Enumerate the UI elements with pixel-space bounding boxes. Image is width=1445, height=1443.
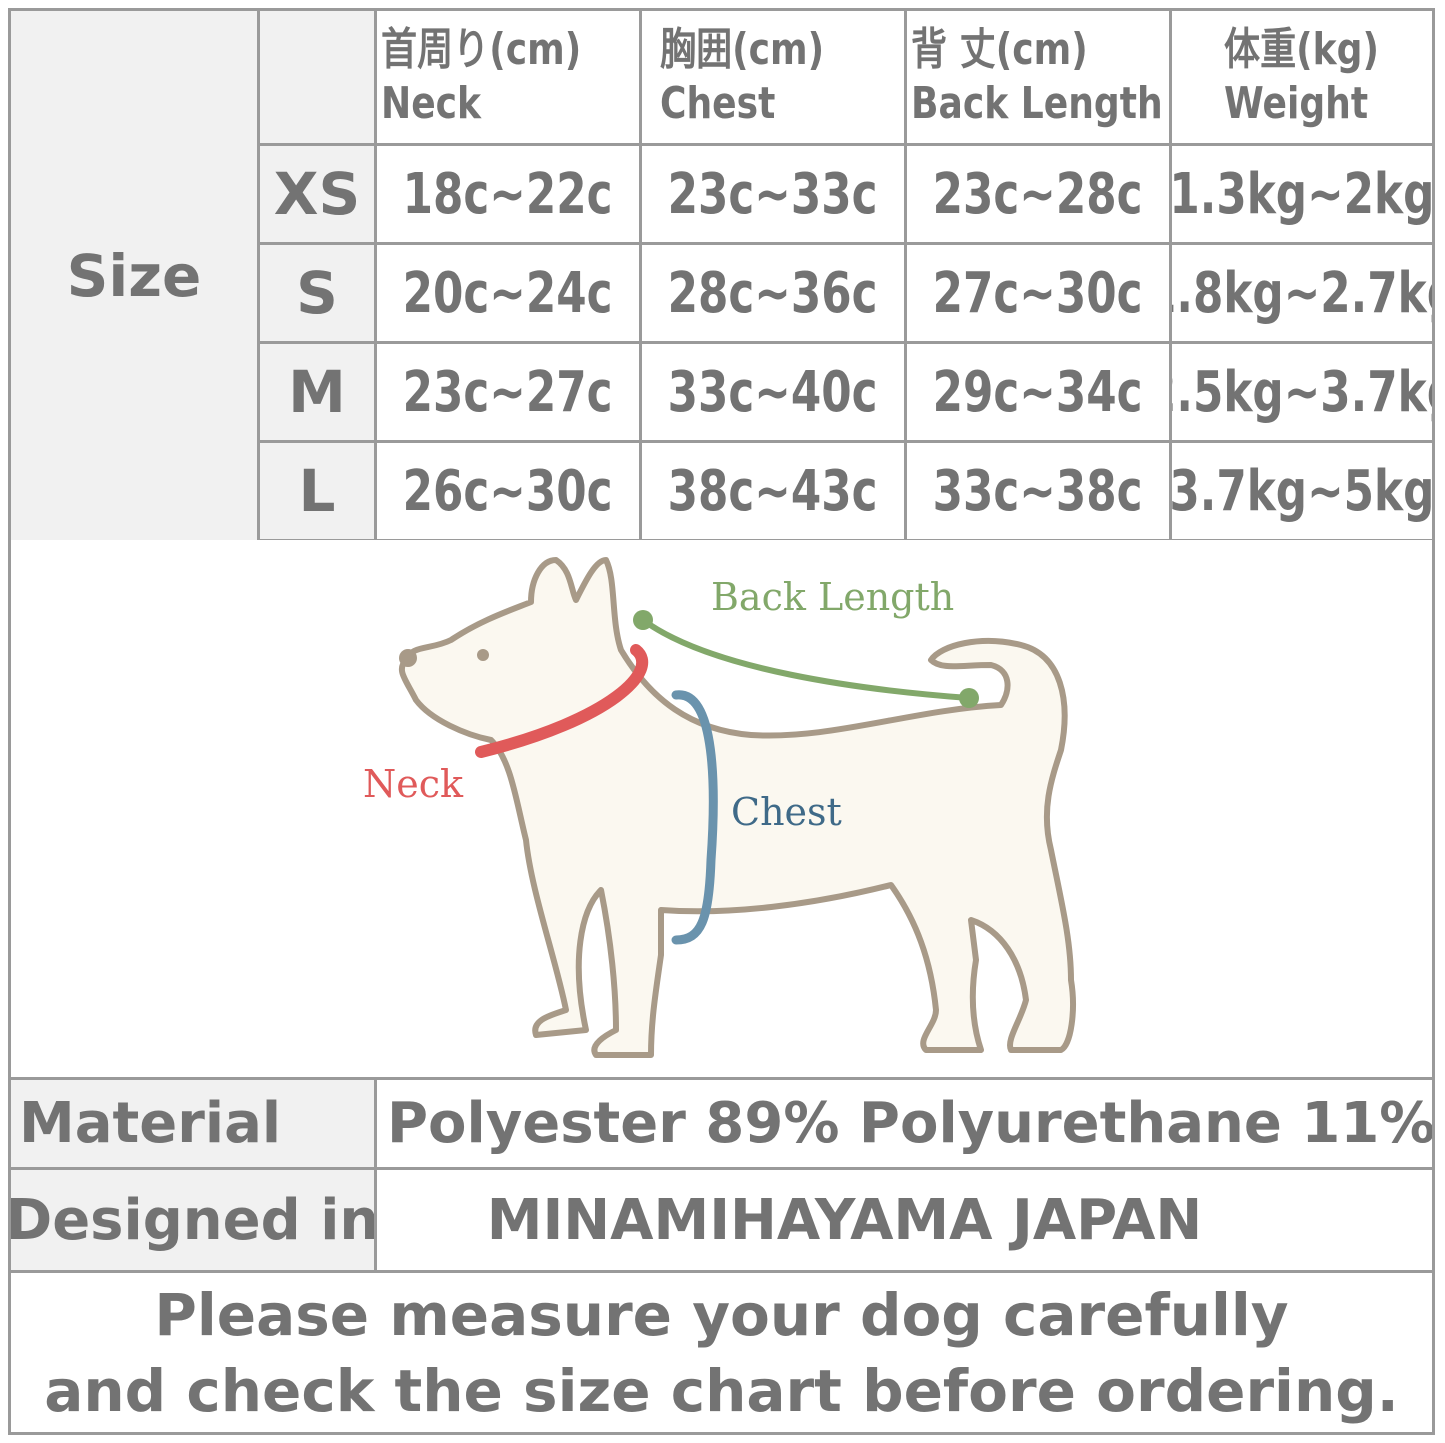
cell-neck: 20c~24c	[374, 242, 642, 344]
back-measure-line	[641, 617, 970, 701]
size-row-label: L	[257, 440, 377, 542]
header-en: Weight	[1224, 78, 1369, 129]
cell-chest: 38c~43c	[639, 440, 907, 542]
designed-label: Designed in	[8, 1187, 377, 1253]
neck-value: 18c~22c	[403, 161, 613, 227]
neck-value: 20c~24c	[403, 260, 613, 326]
header-en: Chest	[660, 78, 776, 129]
cell-back: 33c~38c	[904, 440, 1172, 542]
designed-value-cell: MINAMIHAYAMA JAPAN	[374, 1167, 1435, 1273]
header-neck: 首周り(cm) Neck	[374, 8, 642, 146]
back-value: 33c~38c	[933, 458, 1143, 524]
chest-value: 23c~33c	[668, 161, 878, 227]
back-length-label: Back Length	[711, 575, 955, 619]
header-chest: 胸囲(cm) Chest	[639, 8, 907, 146]
size-row-label: M	[257, 341, 377, 443]
cell-weight: 1.8kg~2.7kg	[1169, 242, 1435, 344]
neck-label: Neck	[363, 762, 464, 806]
dog-body	[398, 557, 1076, 1058]
weight-value: 3.7kg~5kg	[1169, 458, 1435, 524]
dog-illustration	[398, 557, 1076, 1058]
header-ja: 背 丈(cm)	[911, 24, 1088, 75]
neck-value: 23c~27c	[403, 359, 613, 425]
back-start-dot	[633, 610, 653, 630]
material-label: Material	[19, 1091, 282, 1156]
corner-cell	[257, 8, 377, 146]
chest-measure-line	[671, 690, 718, 945]
cell-back: 27c~30c	[904, 242, 1172, 344]
cell-back: 29c~34c	[904, 341, 1172, 443]
size-value: M	[288, 358, 346, 426]
header-back-length: 背 丈(cm) Back Length	[904, 8, 1172, 146]
back-end-dot	[959, 688, 979, 708]
cell-weight: 1.3kg~2kg	[1169, 143, 1435, 245]
back-value: 29c~34c	[933, 359, 1143, 425]
neck-value: 26c~30c	[403, 458, 613, 524]
size-label-cell: Size	[8, 8, 260, 543]
cell-chest: 28c~36c	[639, 242, 907, 344]
footer-line-2: and check the size chart before ordering…	[44, 1356, 1399, 1425]
size-value: S	[296, 259, 338, 327]
dog-eye	[477, 649, 489, 661]
chest-label: Chest	[731, 790, 842, 834]
size-row-label: S	[257, 242, 377, 344]
cell-neck: 18c~22c	[374, 143, 642, 245]
cell-back: 23c~28c	[904, 143, 1172, 245]
cell-chest: 23c~33c	[639, 143, 907, 245]
size-value: XS	[273, 160, 361, 228]
weight-value: 1.8kg~2.7kg	[1172, 260, 1432, 326]
cell-weight: 3.7kg~5kg	[1169, 440, 1435, 542]
back-value: 23c~28c	[933, 161, 1143, 227]
footer-notice: Please measure your dog carefully and ch…	[8, 1270, 1435, 1435]
material-label-cell: Material	[8, 1077, 377, 1170]
weight-value: 2.5kg~3.7kg	[1172, 359, 1432, 425]
cell-neck: 23c~27c	[374, 341, 642, 443]
size-label: Size	[66, 241, 202, 310]
cell-weight: 2.5kg~3.7kg	[1169, 341, 1435, 443]
header-en: Neck	[381, 78, 482, 129]
chest-value: 38c~43c	[668, 458, 878, 524]
neck-measure-line	[475, 644, 649, 758]
weight-value: 1.3kg~2kg	[1169, 161, 1435, 227]
chest-value: 28c~36c	[668, 260, 878, 326]
header-ja: 胸囲(cm)	[660, 24, 825, 75]
size-value: L	[298, 457, 336, 525]
footer-line-1: Please measure your dog carefully	[154, 1280, 1289, 1349]
material-value-cell: Polyester 89% Polyurethane 11%	[374, 1077, 1435, 1170]
chest-value: 33c~40c	[668, 359, 878, 425]
dog-nose	[399, 649, 417, 667]
size-row-label: XS	[257, 143, 377, 245]
material-value: Polyester 89% Polyurethane 11%	[387, 1091, 1435, 1156]
designed-value: MINAMIHAYAMA JAPAN	[486, 1187, 1203, 1253]
designed-label-cell: Designed in	[8, 1167, 377, 1273]
dog-measurement-diagram: Back Length Neck Chest	[8, 540, 1435, 1080]
header-en: Back Length	[911, 78, 1163, 129]
cell-neck: 26c~30c	[374, 440, 642, 542]
back-value: 27c~30c	[933, 260, 1143, 326]
header-ja: 首周り(cm)	[381, 24, 582, 75]
header-weight: 体重(kg) Weight	[1169, 8, 1435, 146]
cell-chest: 33c~40c	[639, 341, 907, 443]
header-ja: 体重(kg)	[1224, 24, 1379, 75]
